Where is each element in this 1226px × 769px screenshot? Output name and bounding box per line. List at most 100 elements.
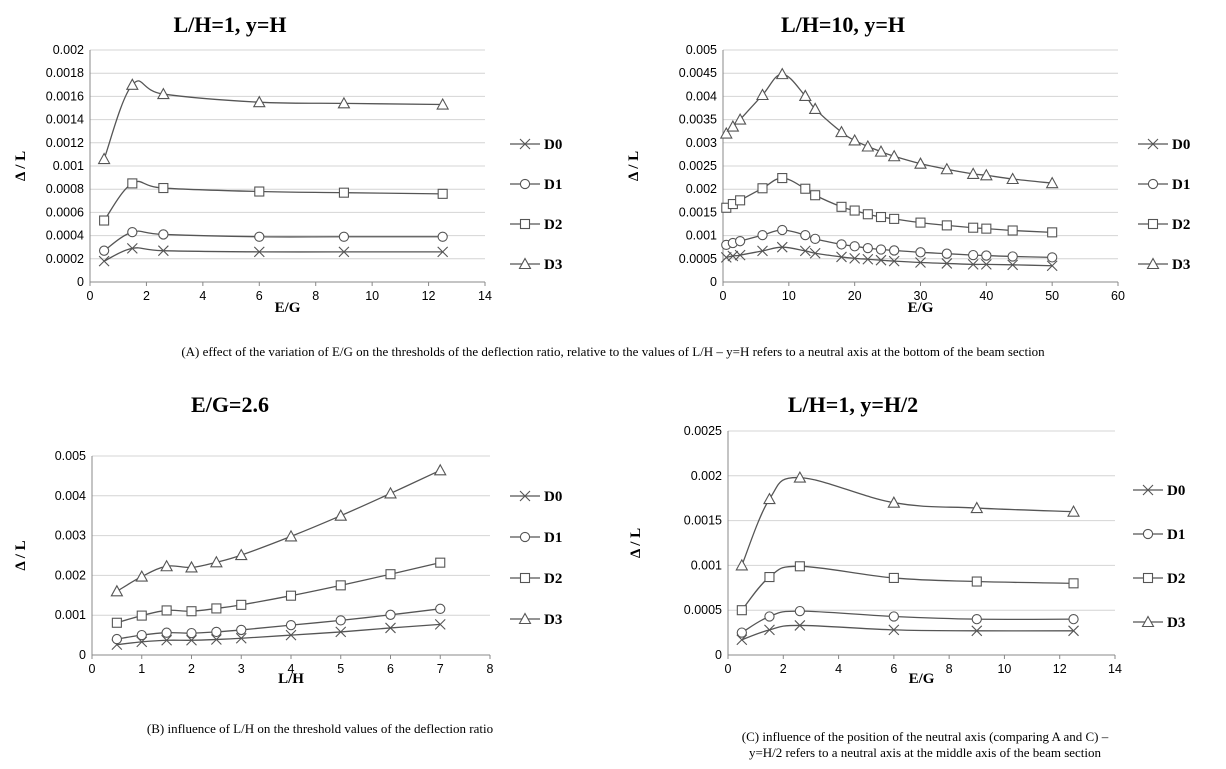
data-point-triangle-marker bbox=[756, 88, 769, 101]
data-point-cross-marker bbox=[849, 252, 861, 264]
data-point-circle-marker bbox=[1047, 252, 1058, 263]
legend-cross-marker bbox=[519, 138, 531, 150]
data-point-circle-marker bbox=[777, 224, 788, 236]
series-line bbox=[741, 565, 1074, 611]
data-point-triangle-marker bbox=[733, 112, 747, 125]
data-point-cross-marker bbox=[335, 626, 347, 638]
series-line bbox=[116, 562, 441, 624]
y-tick-label: 0.001 bbox=[686, 229, 717, 243]
legend-label: D2 bbox=[544, 571, 562, 587]
data-point-triangle-marker bbox=[861, 139, 875, 152]
data-point-square-marker bbox=[385, 569, 396, 580]
series-D3 bbox=[97, 78, 450, 165]
x-tick-label: 2 bbox=[780, 662, 787, 676]
data-point-triangle-marker bbox=[735, 558, 749, 571]
data-point-square-marker bbox=[435, 557, 446, 568]
data-point-cross-marker bbox=[888, 624, 900, 636]
series-D2 bbox=[721, 173, 1058, 238]
y-tick-label: 0.002 bbox=[55, 568, 86, 582]
data-point-triangle-marker bbox=[433, 463, 447, 476]
series-line bbox=[741, 476, 1074, 566]
data-point-cross-marker bbox=[437, 246, 449, 258]
legend-item-D3: D3 bbox=[510, 612, 562, 628]
data-point-triangle-marker bbox=[719, 126, 733, 139]
y-tick-label: 0.0008 bbox=[46, 182, 84, 196]
series-D0 bbox=[720, 241, 1058, 272]
data-point-triangle-marker bbox=[135, 569, 149, 582]
data-point-circle-marker bbox=[941, 248, 952, 259]
data-point-triangle-marker bbox=[209, 555, 223, 568]
series-line bbox=[103, 180, 443, 221]
chart-a-left: L/H=1, y=H 0 0.0002 0.0004 0.0006 0.0008 0.001… bbox=[13, 12, 562, 316]
x-tick-label: 6 bbox=[387, 662, 394, 676]
y-tick-label: 0.005 bbox=[686, 43, 717, 57]
data-point-cross-marker bbox=[235, 632, 247, 644]
data-point-square-marker bbox=[777, 173, 788, 184]
data-point-triangle-marker bbox=[234, 548, 248, 561]
data-point-cross-marker bbox=[1046, 260, 1058, 272]
legend-cross-marker bbox=[1142, 484, 1154, 496]
y-tick-label: 0 bbox=[79, 648, 86, 662]
legend-label: D1 bbox=[1172, 177, 1190, 193]
legend-circle-marker bbox=[519, 178, 531, 190]
data-point-cross-marker bbox=[967, 258, 979, 270]
data-point-square-marker bbox=[764, 571, 775, 583]
series-line bbox=[725, 73, 1053, 184]
data-point-circle-marker bbox=[889, 245, 900, 256]
x-tick-label: 60 bbox=[1111, 289, 1125, 303]
data-point-square-marker bbox=[889, 213, 900, 224]
x-tick-label: 40 bbox=[979, 289, 993, 303]
x-axis-label: L/H bbox=[278, 671, 304, 687]
data-point-triangle-marker bbox=[156, 87, 170, 100]
chart-c: L/H=1, y=H/2 0 0.0005 0.001 0.0015 0.002 0.002… bbox=[628, 392, 1185, 687]
data-point-cross-marker bbox=[161, 634, 173, 646]
y-tick-label: 0.0025 bbox=[679, 159, 717, 173]
data-point-square-marker bbox=[736, 605, 747, 616]
data-point-cross-marker bbox=[253, 246, 265, 258]
data-point-triangle-marker bbox=[1006, 172, 1020, 185]
x-tick-label: 10 bbox=[365, 289, 379, 303]
legend-item-D0: D0 bbox=[1138, 137, 1190, 153]
data-point-cross-marker bbox=[809, 247, 821, 259]
data-point-cross-marker bbox=[794, 620, 806, 631]
data-point-square-marker bbox=[810, 190, 821, 201]
data-point-triangle-marker bbox=[887, 149, 901, 162]
x-tick-label: 30 bbox=[914, 289, 928, 303]
data-point-square-marker bbox=[941, 220, 952, 231]
legend-item-D1: D1 bbox=[510, 530, 562, 546]
series-line bbox=[726, 229, 1053, 259]
chart-title: L/H=1, y=H bbox=[173, 12, 286, 37]
legend-item-D0: D0 bbox=[510, 137, 562, 153]
data-point-cross-marker bbox=[764, 624, 775, 636]
x-tick-label: 4 bbox=[835, 662, 842, 676]
series-D0 bbox=[736, 620, 1079, 646]
data-point-circle-marker bbox=[186, 627, 197, 639]
y-axis-label: Δ / L bbox=[628, 528, 644, 558]
data-point-triangle-marker bbox=[979, 168, 993, 181]
chart-a-right: L/H=10, y=H 0 0.0005 0.001 0.0015 0.002 0.0025… bbox=[626, 12, 1190, 316]
x-tick-label: 8 bbox=[946, 662, 953, 676]
data-point-cross-marker bbox=[434, 618, 446, 630]
data-point-square-marker bbox=[1007, 225, 1018, 236]
series-line bbox=[116, 608, 441, 640]
data-point-circle-marker bbox=[971, 614, 982, 625]
legend-square-marker bbox=[519, 572, 531, 584]
legend-item-D1: D1 bbox=[1138, 177, 1190, 193]
series-line bbox=[725, 177, 1053, 234]
legend-label: D3 bbox=[1167, 615, 1185, 631]
data-point-triangle-marker bbox=[252, 95, 266, 108]
y-tick-label: 0.004 bbox=[686, 89, 717, 103]
data-point-circle-marker bbox=[800, 229, 811, 241]
legend-circle-marker bbox=[519, 531, 531, 543]
data-point-circle-marker bbox=[335, 615, 346, 626]
legend-label: D0 bbox=[1167, 483, 1185, 499]
x-tick-label: 4 bbox=[288, 662, 295, 676]
data-point-cross-marker bbox=[941, 258, 953, 269]
legend-label: D0 bbox=[544, 489, 562, 505]
legend-label: D1 bbox=[544, 530, 562, 546]
series-line bbox=[741, 624, 1074, 641]
data-point-triangle-marker bbox=[334, 509, 348, 521]
data-point-triangle-marker bbox=[966, 167, 980, 179]
legend-cross-marker bbox=[519, 490, 531, 502]
